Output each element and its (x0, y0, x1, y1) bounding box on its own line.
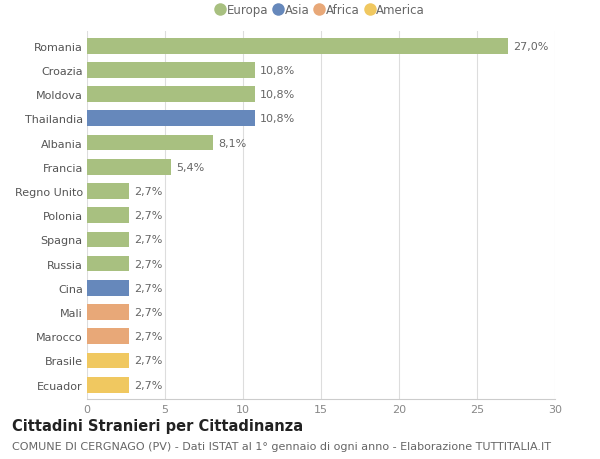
Text: 2,7%: 2,7% (134, 308, 162, 317)
Text: 2,7%: 2,7% (134, 331, 162, 341)
Text: 2,7%: 2,7% (134, 283, 162, 293)
Text: 8,1%: 8,1% (218, 138, 246, 148)
Bar (87, 135, 214, 151)
Text: 5,4%: 5,4% (176, 162, 204, 173)
Bar (87, 39, 508, 55)
Legend: Europa, Asia, Africa, America: Europa, Asia, Africa, America (215, 1, 427, 19)
Text: 2,7%: 2,7% (134, 235, 162, 245)
Bar (87, 232, 129, 248)
Text: 10,8%: 10,8% (260, 66, 295, 76)
Text: 2,7%: 2,7% (134, 380, 162, 390)
Bar (87, 160, 171, 175)
Text: 2,7%: 2,7% (134, 356, 162, 366)
Text: 27,0%: 27,0% (513, 42, 548, 51)
Bar (87, 111, 256, 127)
Text: 2,7%: 2,7% (134, 211, 162, 221)
Bar (87, 304, 129, 320)
Bar (87, 377, 129, 393)
Bar (87, 208, 129, 224)
Bar (87, 329, 129, 344)
Text: COMUNE DI CERGNAGO (PV) - Dati ISTAT al 1° gennaio di ogni anno - Elaborazione T: COMUNE DI CERGNAGO (PV) - Dati ISTAT al … (12, 441, 551, 451)
Text: 10,8%: 10,8% (260, 90, 295, 100)
Bar (87, 256, 129, 272)
Bar (87, 353, 129, 369)
Text: 10,8%: 10,8% (260, 114, 295, 124)
Text: Cittadini Stranieri per Cittadinanza: Cittadini Stranieri per Cittadinanza (12, 418, 303, 433)
Text: 2,7%: 2,7% (134, 186, 162, 196)
Bar (87, 63, 256, 78)
Bar (87, 280, 129, 296)
Bar (87, 184, 129, 199)
Bar (87, 87, 256, 103)
Text: 2,7%: 2,7% (134, 259, 162, 269)
